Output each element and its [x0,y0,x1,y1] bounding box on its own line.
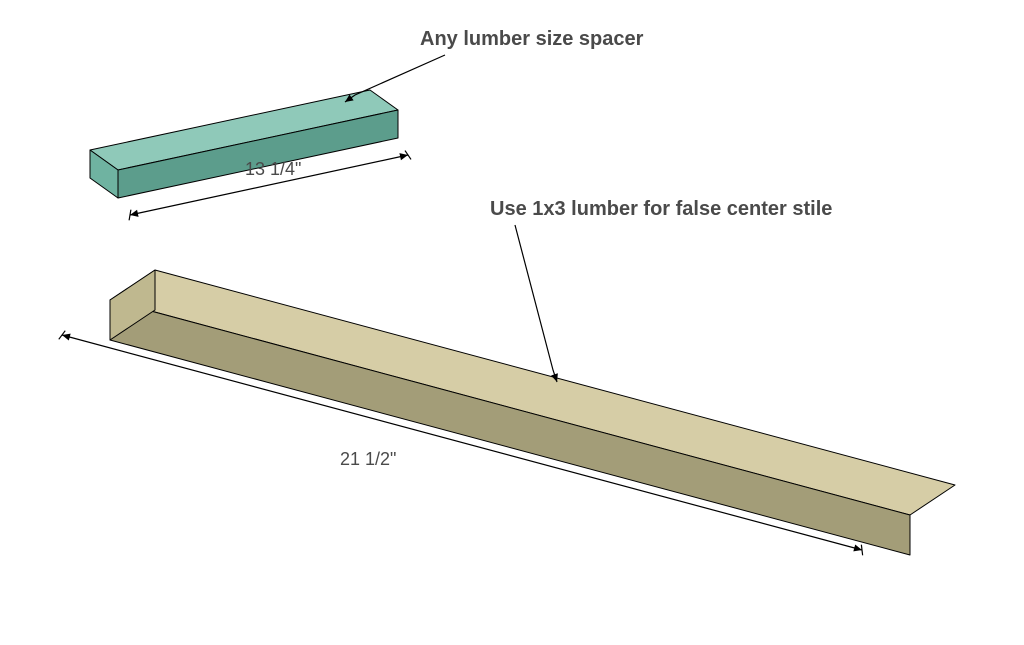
callout-label: Any lumber size spacer [420,28,644,50]
callout-label: Use 1x3 lumber for false center stile [490,198,832,220]
dimension-label: 13 1/4" [245,159,301,179]
dimension-label: 21 1/2" [340,449,396,469]
